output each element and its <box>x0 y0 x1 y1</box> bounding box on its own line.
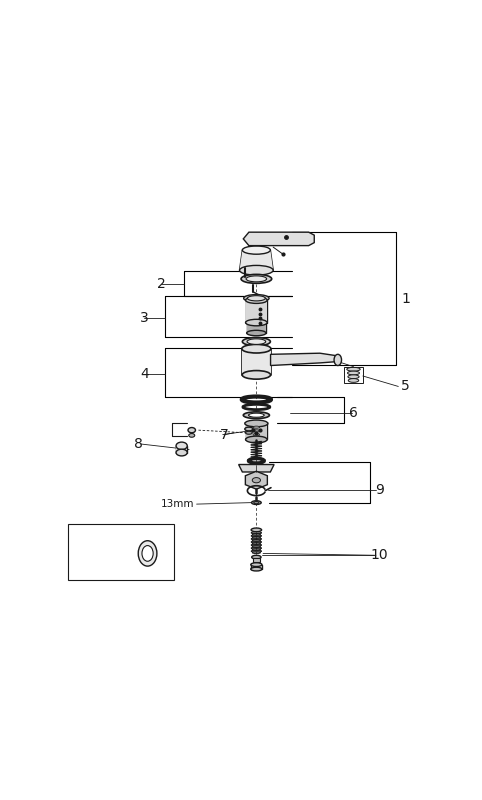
Ellipse shape <box>245 297 267 303</box>
Ellipse shape <box>176 442 187 450</box>
Polygon shape <box>270 353 336 366</box>
Ellipse shape <box>188 427 196 433</box>
Bar <box>247 322 266 333</box>
Ellipse shape <box>247 339 266 345</box>
Ellipse shape <box>253 430 260 432</box>
Text: 4: 4 <box>140 367 148 381</box>
Ellipse shape <box>247 296 265 301</box>
Ellipse shape <box>240 266 273 275</box>
Ellipse shape <box>246 276 267 282</box>
Text: 9: 9 <box>375 483 384 497</box>
Ellipse shape <box>189 434 195 438</box>
Ellipse shape <box>251 562 262 566</box>
Ellipse shape <box>347 367 360 371</box>
Ellipse shape <box>348 378 359 382</box>
Polygon shape <box>243 232 314 246</box>
Ellipse shape <box>348 371 360 375</box>
Ellipse shape <box>138 541 157 566</box>
Ellipse shape <box>251 567 262 571</box>
Ellipse shape <box>253 426 260 428</box>
Bar <box>176 445 187 453</box>
Ellipse shape <box>249 413 264 418</box>
Ellipse shape <box>245 420 268 426</box>
Ellipse shape <box>242 370 270 379</box>
Ellipse shape <box>142 546 153 562</box>
Ellipse shape <box>241 274 272 283</box>
Polygon shape <box>245 471 268 489</box>
Ellipse shape <box>244 294 269 302</box>
Bar <box>242 349 270 375</box>
Text: 3: 3 <box>140 311 148 325</box>
Bar <box>253 558 260 562</box>
Ellipse shape <box>251 528 262 532</box>
Ellipse shape <box>253 434 260 436</box>
Text: 13mm: 13mm <box>161 499 195 509</box>
Ellipse shape <box>242 338 270 346</box>
Ellipse shape <box>245 319 267 326</box>
Ellipse shape <box>247 330 266 336</box>
Text: 11: 11 <box>77 530 93 543</box>
Ellipse shape <box>252 501 261 505</box>
Ellipse shape <box>243 412 269 418</box>
Bar <box>344 366 363 383</box>
Ellipse shape <box>176 449 187 456</box>
Text: 1: 1 <box>402 293 410 306</box>
Text: 10: 10 <box>371 548 388 562</box>
Ellipse shape <box>348 375 359 378</box>
Text: 2: 2 <box>157 278 165 291</box>
Ellipse shape <box>252 478 260 483</box>
Text: 8: 8 <box>134 437 143 451</box>
Text: 7: 7 <box>220 428 229 442</box>
Ellipse shape <box>242 246 270 254</box>
Bar <box>245 423 267 439</box>
Ellipse shape <box>245 427 253 431</box>
Polygon shape <box>239 465 274 472</box>
Ellipse shape <box>242 345 271 353</box>
Ellipse shape <box>245 431 252 434</box>
Bar <box>67 524 174 579</box>
Ellipse shape <box>334 354 342 366</box>
Ellipse shape <box>254 502 259 504</box>
Text: 5: 5 <box>402 379 410 394</box>
Polygon shape <box>240 250 273 270</box>
Ellipse shape <box>245 436 267 443</box>
Ellipse shape <box>252 555 261 559</box>
Text: 6: 6 <box>349 406 358 420</box>
Text: 11: 11 <box>77 537 93 550</box>
Bar <box>245 300 267 322</box>
Text: 13mm: 13mm <box>132 526 163 537</box>
